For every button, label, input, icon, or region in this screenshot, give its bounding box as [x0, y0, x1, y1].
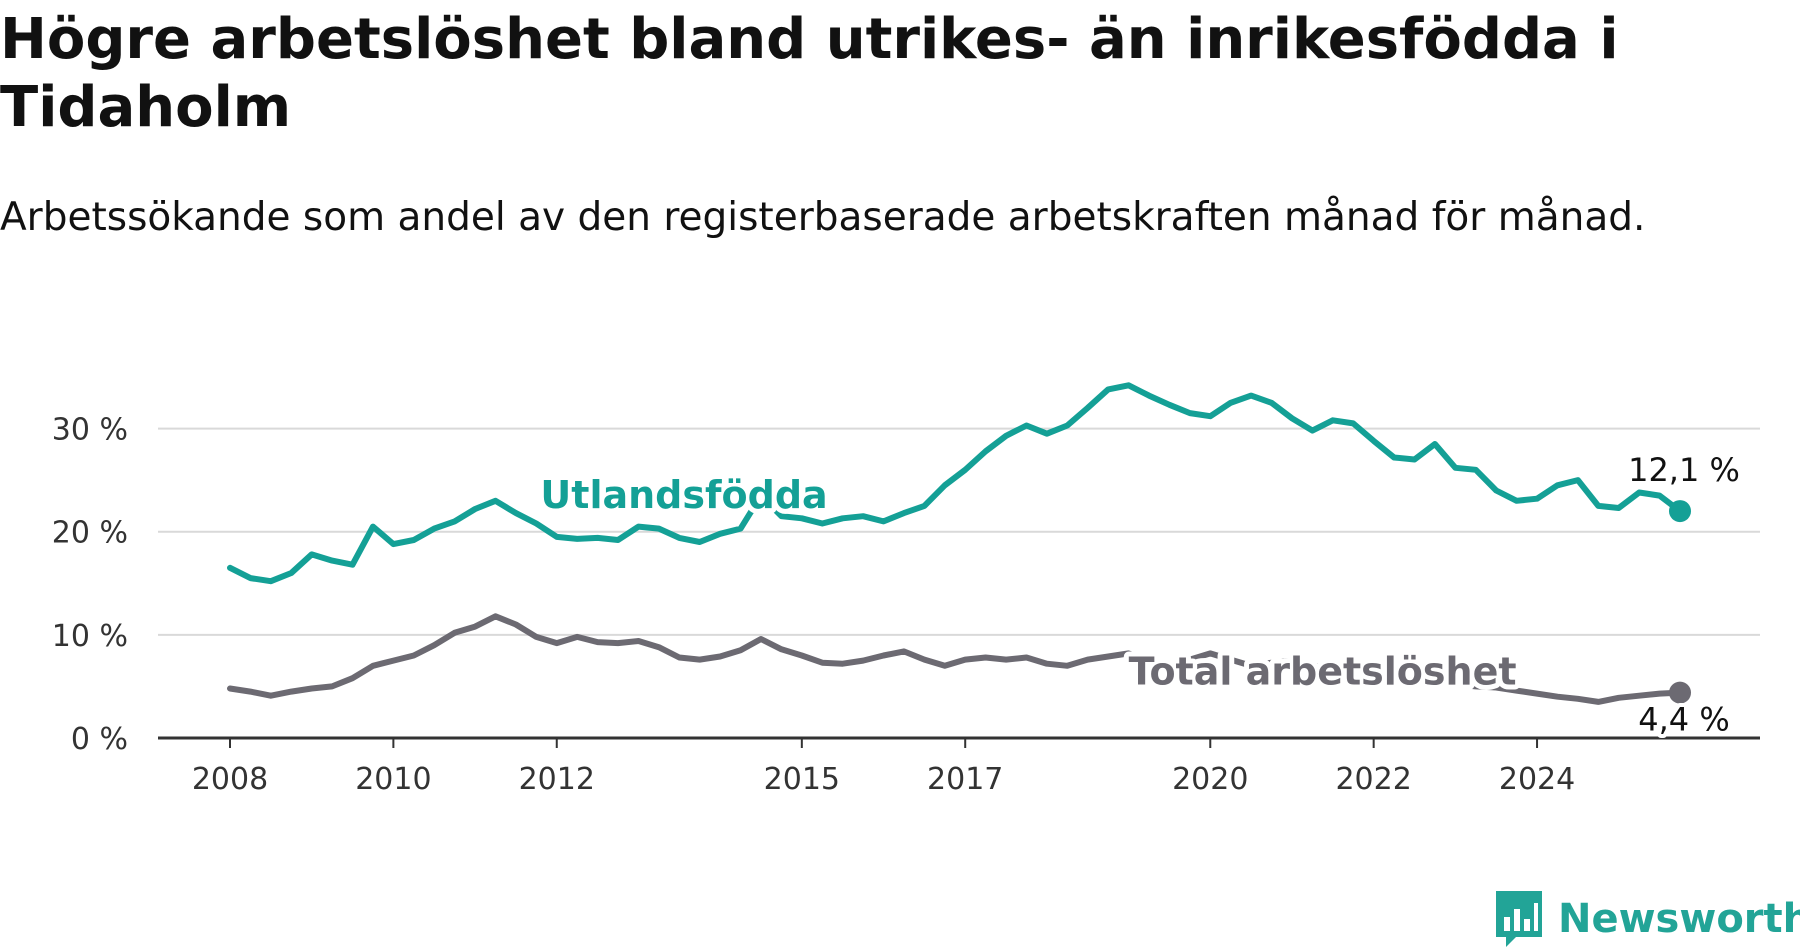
y-tick-label: 0 % [71, 722, 128, 757]
x-tick-label: 2022 [1335, 762, 1411, 797]
axes: 0 % 10 % 20 % 30 % 2008 2010 2012 2015 2017 2020 2… [52, 413, 1760, 797]
series-line [227, 382, 1683, 585]
series-name-label: Utlandsfödda [540, 473, 827, 517]
gridlines [158, 427, 1760, 636]
x-tick-label: 2024 [1499, 762, 1575, 797]
bar-chart-icon [1496, 891, 1542, 947]
series-lines [227, 382, 1691, 705]
series-end-label: 4,4 % [1638, 701, 1729, 739]
series-name-label: Total arbetslöshet [1129, 649, 1517, 693]
y-tick-label: 30 % [52, 413, 128, 448]
chart-title: Högre arbetslöshet bland utrikes- än inr… [0, 7, 1619, 140]
brand-name: Newsworthy [1558, 896, 1800, 942]
series-line [227, 613, 1683, 705]
x-tick-label: 2020 [1172, 762, 1248, 797]
x-tick-label: 2012 [519, 762, 595, 797]
x-tick-label: 2010 [355, 762, 431, 797]
y-tick-label: 20 % [52, 516, 128, 551]
newsworthy-logo: Newsworthy [1494, 888, 1800, 950]
series-end-label: 12,1 % [1628, 451, 1740, 489]
x-tick-label: 2017 [927, 762, 1003, 797]
y-tick-label: 10 % [52, 619, 128, 654]
chart-subtitle: Arbetssökande som andel av den registerb… [0, 195, 1646, 240]
series-labels: Utlandsfödda Total arbetslöshet 12,1 % 4,4 … [535, 447, 1743, 743]
x-tick-label: 2008 [192, 762, 268, 797]
x-tick-label: 2015 [764, 762, 840, 797]
series-end-point [1669, 500, 1691, 523]
series-end-point [1669, 681, 1691, 704]
